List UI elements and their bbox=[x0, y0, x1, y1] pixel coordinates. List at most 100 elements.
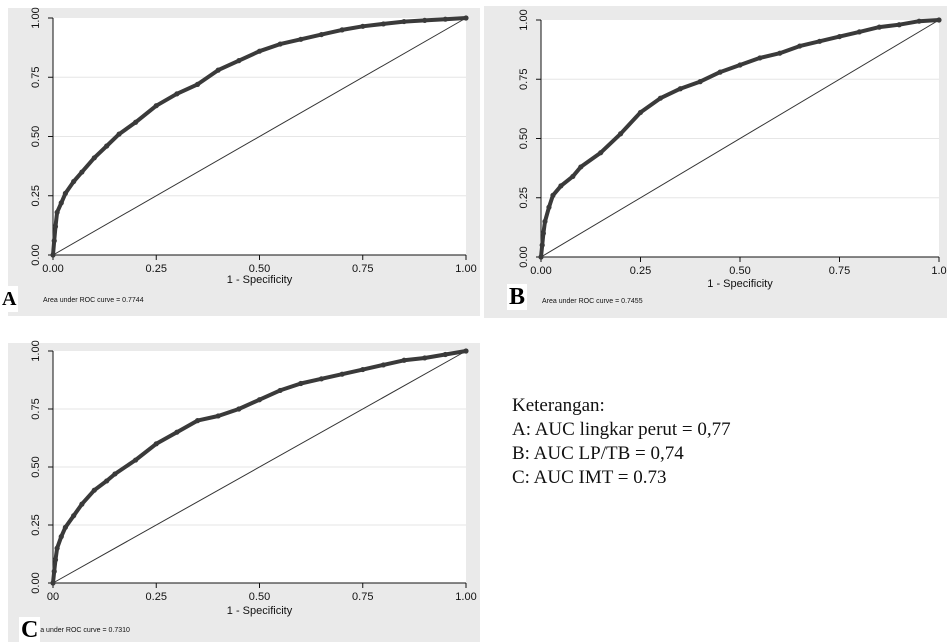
roc-point bbox=[737, 62, 743, 68]
roc-point bbox=[54, 209, 60, 215]
y-tick-label: 0.75 bbox=[30, 67, 42, 88]
roc-point bbox=[153, 441, 159, 447]
roc-point bbox=[215, 413, 221, 419]
legend-heading: Keterangan: bbox=[512, 395, 605, 416]
roc-point bbox=[578, 164, 584, 170]
roc-point bbox=[558, 183, 564, 189]
roc-point bbox=[546, 204, 552, 210]
roc-point bbox=[51, 568, 57, 574]
roc-point bbox=[463, 348, 469, 354]
roc-point bbox=[71, 513, 77, 519]
roc-point bbox=[380, 362, 386, 368]
panel-letter-c: C bbox=[19, 617, 41, 643]
roc-point bbox=[52, 223, 59, 230]
y-tick-label: 0.50 bbox=[30, 126, 42, 147]
roc-point bbox=[876, 24, 882, 30]
roc-point bbox=[318, 31, 325, 38]
x-tick-label: 0.50 bbox=[729, 265, 750, 277]
roc-point bbox=[836, 33, 843, 40]
roc-point bbox=[777, 50, 783, 56]
roc-point bbox=[540, 230, 546, 236]
x-tick-label: 0.50 bbox=[249, 263, 270, 275]
panel-letter-b: B bbox=[507, 284, 528, 310]
roc-curve-line bbox=[51, 16, 468, 257]
legend-block: Keterangan: A: AUC lingkar perut = 0,77 … bbox=[512, 394, 731, 490]
y-tick-label: 0.50 bbox=[30, 456, 42, 477]
roc-point bbox=[71, 178, 77, 185]
roc-point bbox=[538, 254, 544, 260]
x-axis-label: 1 - Specificity bbox=[707, 278, 773, 290]
roc-point bbox=[298, 36, 304, 42]
auc-note: Area under ROC curve = 0.7455 bbox=[542, 298, 643, 305]
y-tick-label: 0.25 bbox=[30, 514, 42, 535]
roc-point bbox=[174, 91, 180, 97]
roc-point bbox=[442, 16, 448, 22]
x-tick-label: 00 bbox=[47, 591, 59, 603]
roc-point bbox=[916, 18, 922, 24]
roc-point bbox=[50, 580, 56, 586]
roc-point bbox=[62, 524, 68, 530]
roc-point bbox=[677, 86, 683, 92]
roc-point bbox=[318, 376, 325, 382]
roc-point bbox=[62, 190, 68, 196]
roc-point bbox=[401, 357, 407, 363]
roc-point bbox=[422, 17, 428, 23]
roc-point bbox=[277, 41, 283, 47]
roc-curve-line bbox=[51, 349, 468, 585]
roc-point bbox=[104, 143, 110, 149]
roc-point bbox=[539, 242, 545, 248]
roc-point bbox=[256, 397, 263, 403]
roc-point bbox=[550, 192, 556, 198]
x-tick-label: 0.25 bbox=[630, 265, 651, 277]
roc-point bbox=[133, 457, 139, 463]
roc-point bbox=[298, 380, 304, 387]
reference-diagonal-line bbox=[52, 17, 467, 256]
roc-point bbox=[360, 366, 366, 373]
roc-point bbox=[215, 67, 221, 73]
roc-point bbox=[174, 429, 180, 435]
roc-point bbox=[380, 21, 386, 27]
roc-point bbox=[817, 38, 823, 44]
y-tick-label: 0.75 bbox=[30, 398, 42, 419]
roc-point bbox=[50, 252, 56, 258]
roc-point bbox=[896, 22, 902, 28]
roc-point bbox=[339, 27, 345, 33]
x-tick-label: 0.75 bbox=[352, 263, 373, 275]
y-tick-label: 0.50 bbox=[518, 128, 530, 149]
roc-panel-c: 0.00 0.25 0.50 0.75 1.00 00 0.25 0.50 0.75 1.00 1 … bbox=[8, 340, 480, 642]
roc-point bbox=[58, 200, 64, 206]
roc-point bbox=[112, 471, 118, 477]
roc-point bbox=[91, 487, 97, 493]
roc-point bbox=[194, 81, 201, 87]
roc-point bbox=[51, 238, 57, 244]
reference-diagonal-line bbox=[540, 19, 940, 258]
roc-chart-c: 0.00 0.25 0.50 0.75 1.00 00 0.25 0.50 0.75 1.00 1 … bbox=[30, 340, 477, 634]
panel-letter-a: A bbox=[0, 286, 19, 312]
roc-point bbox=[463, 15, 469, 21]
y-tick-label: 0.00 bbox=[518, 246, 530, 267]
roc-point bbox=[104, 478, 110, 484]
roc-point bbox=[570, 173, 576, 180]
roc-point bbox=[79, 501, 85, 507]
roc-point bbox=[116, 131, 122, 137]
x-tick-label: 0.25 bbox=[146, 591, 167, 603]
roc-point bbox=[797, 43, 803, 49]
y-tick-label: 0.25 bbox=[518, 187, 530, 208]
roc-point bbox=[936, 17, 942, 23]
roc-point bbox=[54, 545, 60, 551]
x-tick-label: 0.25 bbox=[146, 263, 167, 275]
x-tick-label: 1.00 bbox=[455, 591, 476, 603]
x-tick-label: 0.75 bbox=[829, 265, 850, 277]
reference-diagonal-line bbox=[52, 350, 467, 584]
roc-point bbox=[598, 150, 604, 156]
x-tick-label: 0.00 bbox=[530, 265, 551, 277]
roc-point bbox=[256, 48, 263, 54]
y-tick-label: 1.00 bbox=[518, 9, 530, 30]
x-axis-label: 1 - Specificity bbox=[227, 605, 293, 617]
roc-point bbox=[58, 534, 64, 540]
y-tick-label: 0.00 bbox=[30, 572, 42, 593]
roc-point bbox=[153, 103, 159, 109]
legend-line-c: C: AUC IMT = 0.73 bbox=[512, 467, 667, 488]
x-axis-label: 1 - Specificity bbox=[227, 274, 293, 286]
x-tick-label: 0.00 bbox=[42, 263, 63, 275]
